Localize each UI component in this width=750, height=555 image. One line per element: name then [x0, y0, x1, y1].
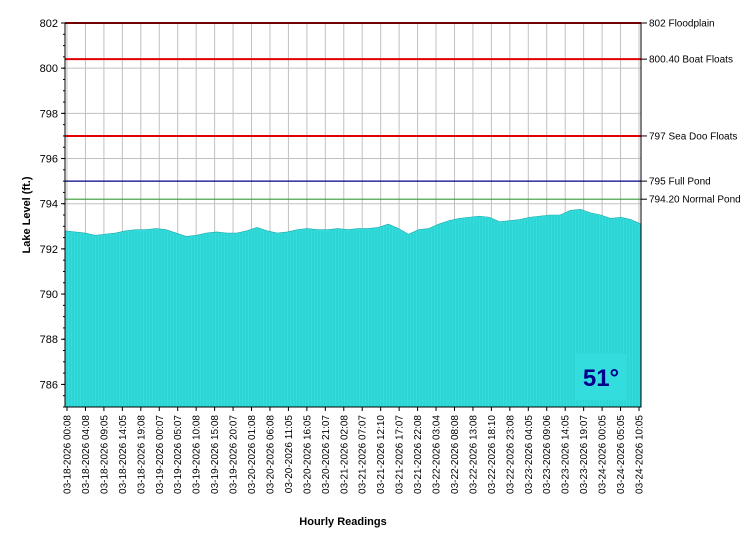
- x-tick-label: 03-24-2026 00:05: [598, 415, 609, 494]
- y-tick-label: 792: [40, 244, 58, 256]
- x-tick-label: 03-20-2026 16:05: [302, 415, 313, 494]
- reference-label: 800.40 Boat Floats: [649, 55, 733, 66]
- y-tick-label: 794: [40, 199, 58, 211]
- x-axis-title: Hourly Readings: [299, 516, 386, 528]
- x-tick-label: 03-21-2026 22:08: [413, 415, 424, 494]
- x-tick-label: 03-22-2026 08:08: [450, 415, 461, 494]
- x-tick-label: 03-21-2026 17:07: [395, 415, 406, 494]
- temperature-badge-bg: [576, 354, 626, 400]
- x-axis: 03-18-2026 00:08 03-18-2026 04:08 03-18-20…: [63, 407, 646, 494]
- x-tick-label: 03-22-2026 13:08: [468, 415, 479, 494]
- reference-label: 794.20 Normal Pond: [649, 195, 741, 206]
- x-tick-label: 03-22-2026 23:08: [505, 415, 516, 494]
- y-tick-label: 790: [40, 289, 58, 301]
- area-hatching: [66, 210, 641, 407]
- y-tick-label: 788: [40, 334, 58, 346]
- x-tick-label: 03-18-2026 19:08: [136, 415, 147, 494]
- y-axis-title: Lake Level (ft.): [21, 176, 33, 253]
- x-tick-label: 03-21-2026 12:10: [376, 415, 387, 494]
- x-tick-label: 03-22-2026 18:10: [487, 415, 498, 494]
- x-tick-label: 03-23-2026 04:05: [524, 415, 535, 494]
- x-tick-label: 03-19-2026 10:08: [192, 415, 203, 494]
- x-tick-label: 03-21-2026 07:07: [358, 415, 369, 494]
- x-tick-label: 03-20-2026 21:07: [321, 415, 332, 494]
- x-tick-label: 03-23-2026 19:07: [579, 415, 590, 494]
- x-tick-label: 03-22-2026 03:04: [432, 415, 443, 494]
- x-tick-label: 03-24-2026 05:05: [616, 415, 627, 494]
- y-tick-label: 800: [40, 63, 58, 75]
- reference-label: 802 Floodplain: [649, 19, 715, 30]
- x-tick-label: 03-19-2026 15:08: [210, 415, 221, 494]
- x-tick-label: 03-19-2026 05:07: [173, 415, 184, 494]
- x-tick-label: 03-24-2026 10:05: [635, 415, 646, 494]
- x-tick-label: 03-20-2026 01:08: [247, 415, 258, 494]
- y-tick-label: 798: [40, 108, 58, 120]
- lake-level-area: [64, 209, 642, 408]
- x-tick-label: 03-20-2026 06:08: [265, 415, 276, 494]
- x-tick-label: 03-18-2026 04:08: [81, 415, 92, 494]
- x-tick-label: 03-18-2026 14:05: [118, 415, 129, 494]
- reference-lines: 802 Floodplain 800.40 Boat Floats 797 Sea …: [65, 19, 741, 206]
- x-tick-label: 03-18-2026 09:05: [99, 415, 110, 494]
- reference-label: 797 Sea Doo Floats: [649, 131, 737, 142]
- y-tick-label: 786: [40, 379, 58, 391]
- y-tick-label: 796: [40, 154, 58, 166]
- x-tick-label: 03-23-2026 14:05: [561, 415, 572, 494]
- reference-label: 795 Full Pond: [649, 177, 711, 188]
- x-tick-label: 03-23-2026 09:06: [542, 415, 553, 494]
- temperature-badge-text: 51°: [583, 365, 619, 392]
- x-tick-label: 03-21-2026 02:08: [339, 415, 350, 494]
- y-axis: 786 788 790 792 794 796 798 800 802: [40, 18, 65, 408]
- x-tick-label: 03-18-2026 00:08: [63, 415, 74, 494]
- x-tick-label: 03-19-2026 20:07: [229, 415, 240, 494]
- temperature-badge: 51°: [576, 354, 626, 400]
- x-tick-label: 03-20-2026 11:05: [284, 415, 295, 494]
- area-layer: [64, 209, 642, 408]
- y-tick-label: 802: [40, 18, 58, 30]
- x-tick-label: 03-19-2026 00:07: [155, 415, 166, 494]
